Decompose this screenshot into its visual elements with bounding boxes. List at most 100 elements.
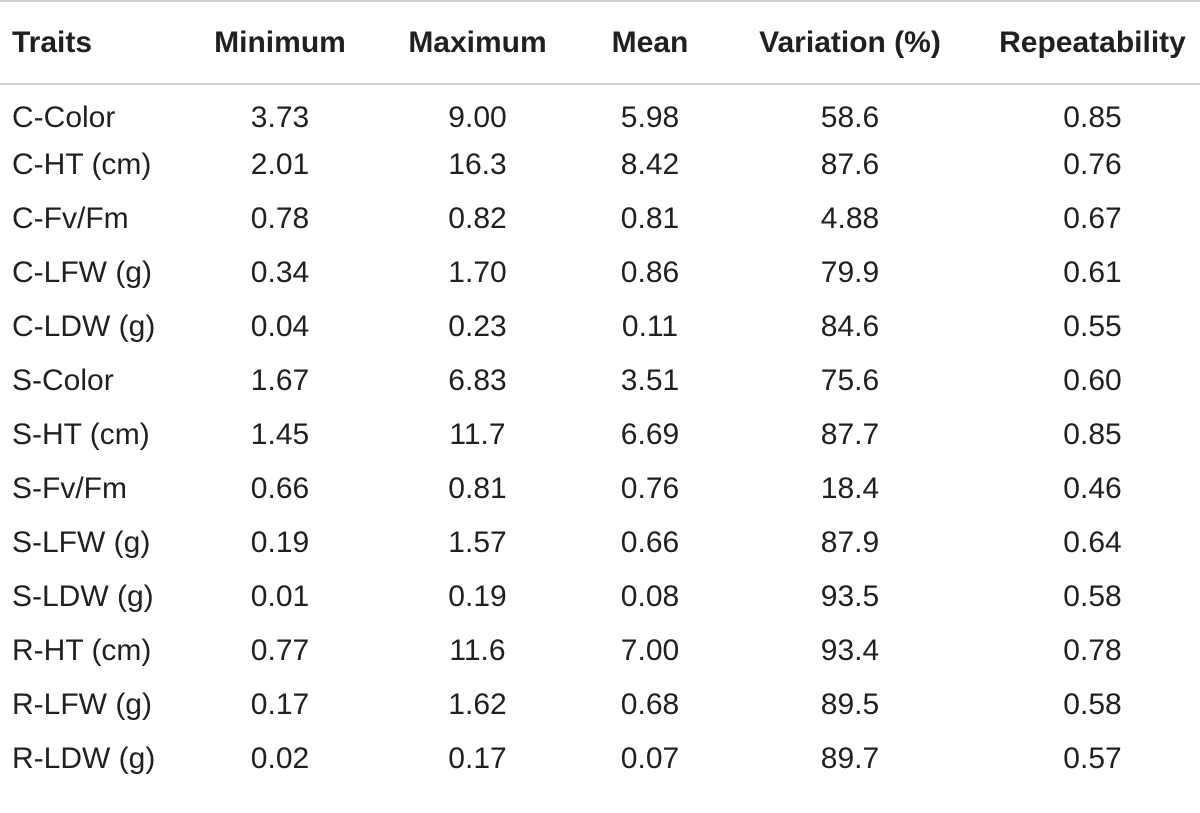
cell-mean: 0.76 [620,472,680,505]
cell-minimum: 0.34 [250,256,310,289]
table-row: S-Color 1.67 6.83 3.51 75.6 0.60 [0,354,1200,408]
cell-maximum: 1.62 [448,688,507,721]
cell-repeatability: 0.55 [1063,310,1122,343]
cell-maximum: 0.17 [448,742,507,775]
cell-minimum: 0.17 [250,688,310,721]
cell-trait: S-LDW (g) [12,580,154,613]
cell-mean: 0.11 [621,310,679,343]
cell-repeatability: 0.61 [1063,256,1122,289]
cell-trait: C-Color [12,100,116,134]
table-row: S-LFW (g) 0.19 1.57 0.66 87.9 0.64 [0,516,1200,570]
cell-maximum: 0.82 [448,202,507,235]
table-row: C-HT (cm) 2.01 16.3 8.42 87.6 0.76 [0,138,1200,192]
cell-trait: R-LDW (g) [12,742,156,775]
header-minimum: Minimum [190,0,370,85]
cell-repeatability: 0.76 [1063,148,1122,181]
cell-minimum: 0.77 [250,634,310,667]
cell-mean: 0.07 [620,742,680,775]
cell-repeatability: 0.85 [1063,100,1122,134]
cell-repeatability: 0.64 [1063,526,1122,559]
cell-repeatability: 0.46 [1063,472,1122,505]
cell-repeatability: 0.78 [1063,634,1122,667]
table-row: C-LFW (g) 0.34 1.70 0.86 79.9 0.61 [0,246,1200,300]
cell-minimum: 0.01 [250,580,310,613]
cell-mean: 0.08 [620,580,680,613]
cell-variation: 93.4 [820,634,880,667]
header-mean: Mean [585,0,715,85]
cell-mean: 5.98 [620,100,680,134]
cell-trait: S-LFW (g) [12,526,151,559]
cell-trait: C-Fv/Fm [12,202,129,235]
cell-variation: 58.6 [820,100,880,134]
cell-minimum: 0.02 [250,742,310,775]
table-header: Traits Minimum Maximum Mean Variation (%… [0,0,1200,85]
cell-maximum: 6.83 [448,364,507,397]
cell-mean: 7.00 [620,634,680,667]
cell-repeatability: 0.60 [1063,364,1122,397]
cell-trait: R-LFW (g) [12,688,152,721]
cell-maximum: 0.23 [448,310,507,343]
cell-trait: C-HT (cm) [12,148,152,181]
cell-minimum: 3.73 [250,100,310,134]
cell-repeatability: 0.57 [1063,742,1122,775]
cell-repeatability: 0.67 [1063,202,1122,235]
cell-variation: 87.7 [820,418,880,451]
cell-variation: 89.7 [820,742,880,775]
table-row: C-Fv/Fm 0.78 0.82 0.81 4.88 0.67 [0,192,1200,246]
table-row: S-HT (cm) 1.45 11.7 6.69 87.7 0.85 [0,408,1200,462]
cell-mean: 3.51 [620,364,680,397]
cell-trait: S-HT (cm) [12,418,150,451]
cell-variation: 87.6 [820,148,880,181]
cell-maximum: 11.6 [449,634,506,667]
cell-variation: 87.9 [820,526,880,559]
cell-minimum: 0.04 [250,310,310,343]
traits-table-container: Traits Minimum Maximum Mean Variation (%… [0,0,1200,786]
header-repeatability: Repeatability [985,0,1200,85]
cell-mean: 8.42 [620,148,680,181]
table-row: S-Fv/Fm 0.66 0.81 0.76 18.4 0.46 [0,462,1200,516]
cell-minimum: 0.78 [250,202,310,235]
cell-variation: 89.5 [820,688,880,721]
cell-mean: 0.66 [620,526,680,559]
header-variation: Variation (%) [715,0,985,85]
cell-maximum: 0.81 [448,472,507,505]
cell-maximum: 1.57 [448,526,507,559]
cell-mean: 0.68 [620,688,680,721]
table-row: C-LDW (g) 0.04 0.23 0.11 84.6 0.55 [0,300,1200,354]
traits-statistics-table: Traits Minimum Maximum Mean Variation (%… [0,0,1200,786]
cell-mean: 0.81 [620,202,680,235]
cell-maximum: 1.70 [448,256,507,289]
cell-repeatability: 0.58 [1063,688,1122,721]
cell-variation: 4.88 [820,202,880,235]
cell-maximum: 0.19 [448,580,507,613]
cell-repeatability: 0.58 [1063,580,1122,613]
cell-mean: 6.69 [620,418,680,451]
cell-minimum: 0.19 [250,526,310,559]
cell-mean: 0.86 [620,256,680,289]
cell-trait: C-LDW (g) [12,310,156,343]
header-row: Traits Minimum Maximum Mean Variation (%… [0,0,1200,85]
table-row: C-Color 3.73 9.00 5.98 58.6 0.85 [0,84,1200,138]
cell-maximum: 9.00 [448,100,507,134]
cell-maximum: 11.7 [449,418,506,451]
cell-variation: 75.6 [820,364,880,397]
cell-trait: S-Color [12,364,114,397]
cell-trait: S-Fv/Fm [12,472,127,505]
cell-maximum: 16.3 [448,148,507,181]
table-body: C-Color 3.73 9.00 5.98 58.6 0.85 C-HT (cm) 2.01… [0,84,1200,786]
table-row: R-LFW (g) 0.17 1.62 0.68 89.5 0.58 [0,678,1200,732]
cell-variation: 18.4 [820,472,880,505]
table-row: R-HT (cm) 0.77 11.6 7.00 93.4 0.78 [0,624,1200,678]
cell-minimum: 1.45 [250,418,310,451]
cell-minimum: 2.01 [250,148,310,181]
cell-variation: 79.9 [820,256,880,289]
header-maximum: Maximum [370,0,585,85]
cell-variation: 93.5 [820,580,880,613]
table-row: R-LDW (g) 0.02 0.17 0.07 89.7 0.57 [0,732,1200,786]
cell-minimum: 0.66 [250,472,310,505]
cell-minimum: 1.67 [250,364,310,397]
header-traits: Traits [0,0,190,85]
cell-trait: R-HT (cm) [12,634,152,667]
cell-variation: 84.6 [820,310,880,343]
table-row: S-LDW (g) 0.01 0.19 0.08 93.5 0.58 [0,570,1200,624]
